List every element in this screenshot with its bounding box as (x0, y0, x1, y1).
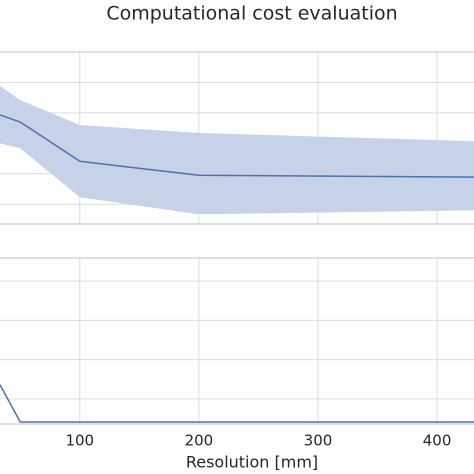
line (0, 114, 474, 178)
x-tick-label: 400 (423, 432, 452, 450)
confidence-band (0, 86, 474, 215)
axes-frame (0, 257, 474, 425)
x-axis-label: Resolution [mm] (186, 453, 318, 472)
x-tick-label: 100 (65, 432, 94, 450)
x-tick-label: 300 (304, 432, 333, 450)
chart-title: Computational cost evaluation (106, 3, 397, 25)
axes-frame (0, 51, 474, 225)
plot-area (0, 86, 474, 215)
line (0, 384, 474, 423)
x-tick-label: 200 (185, 432, 214, 450)
plot-area (0, 384, 474, 423)
